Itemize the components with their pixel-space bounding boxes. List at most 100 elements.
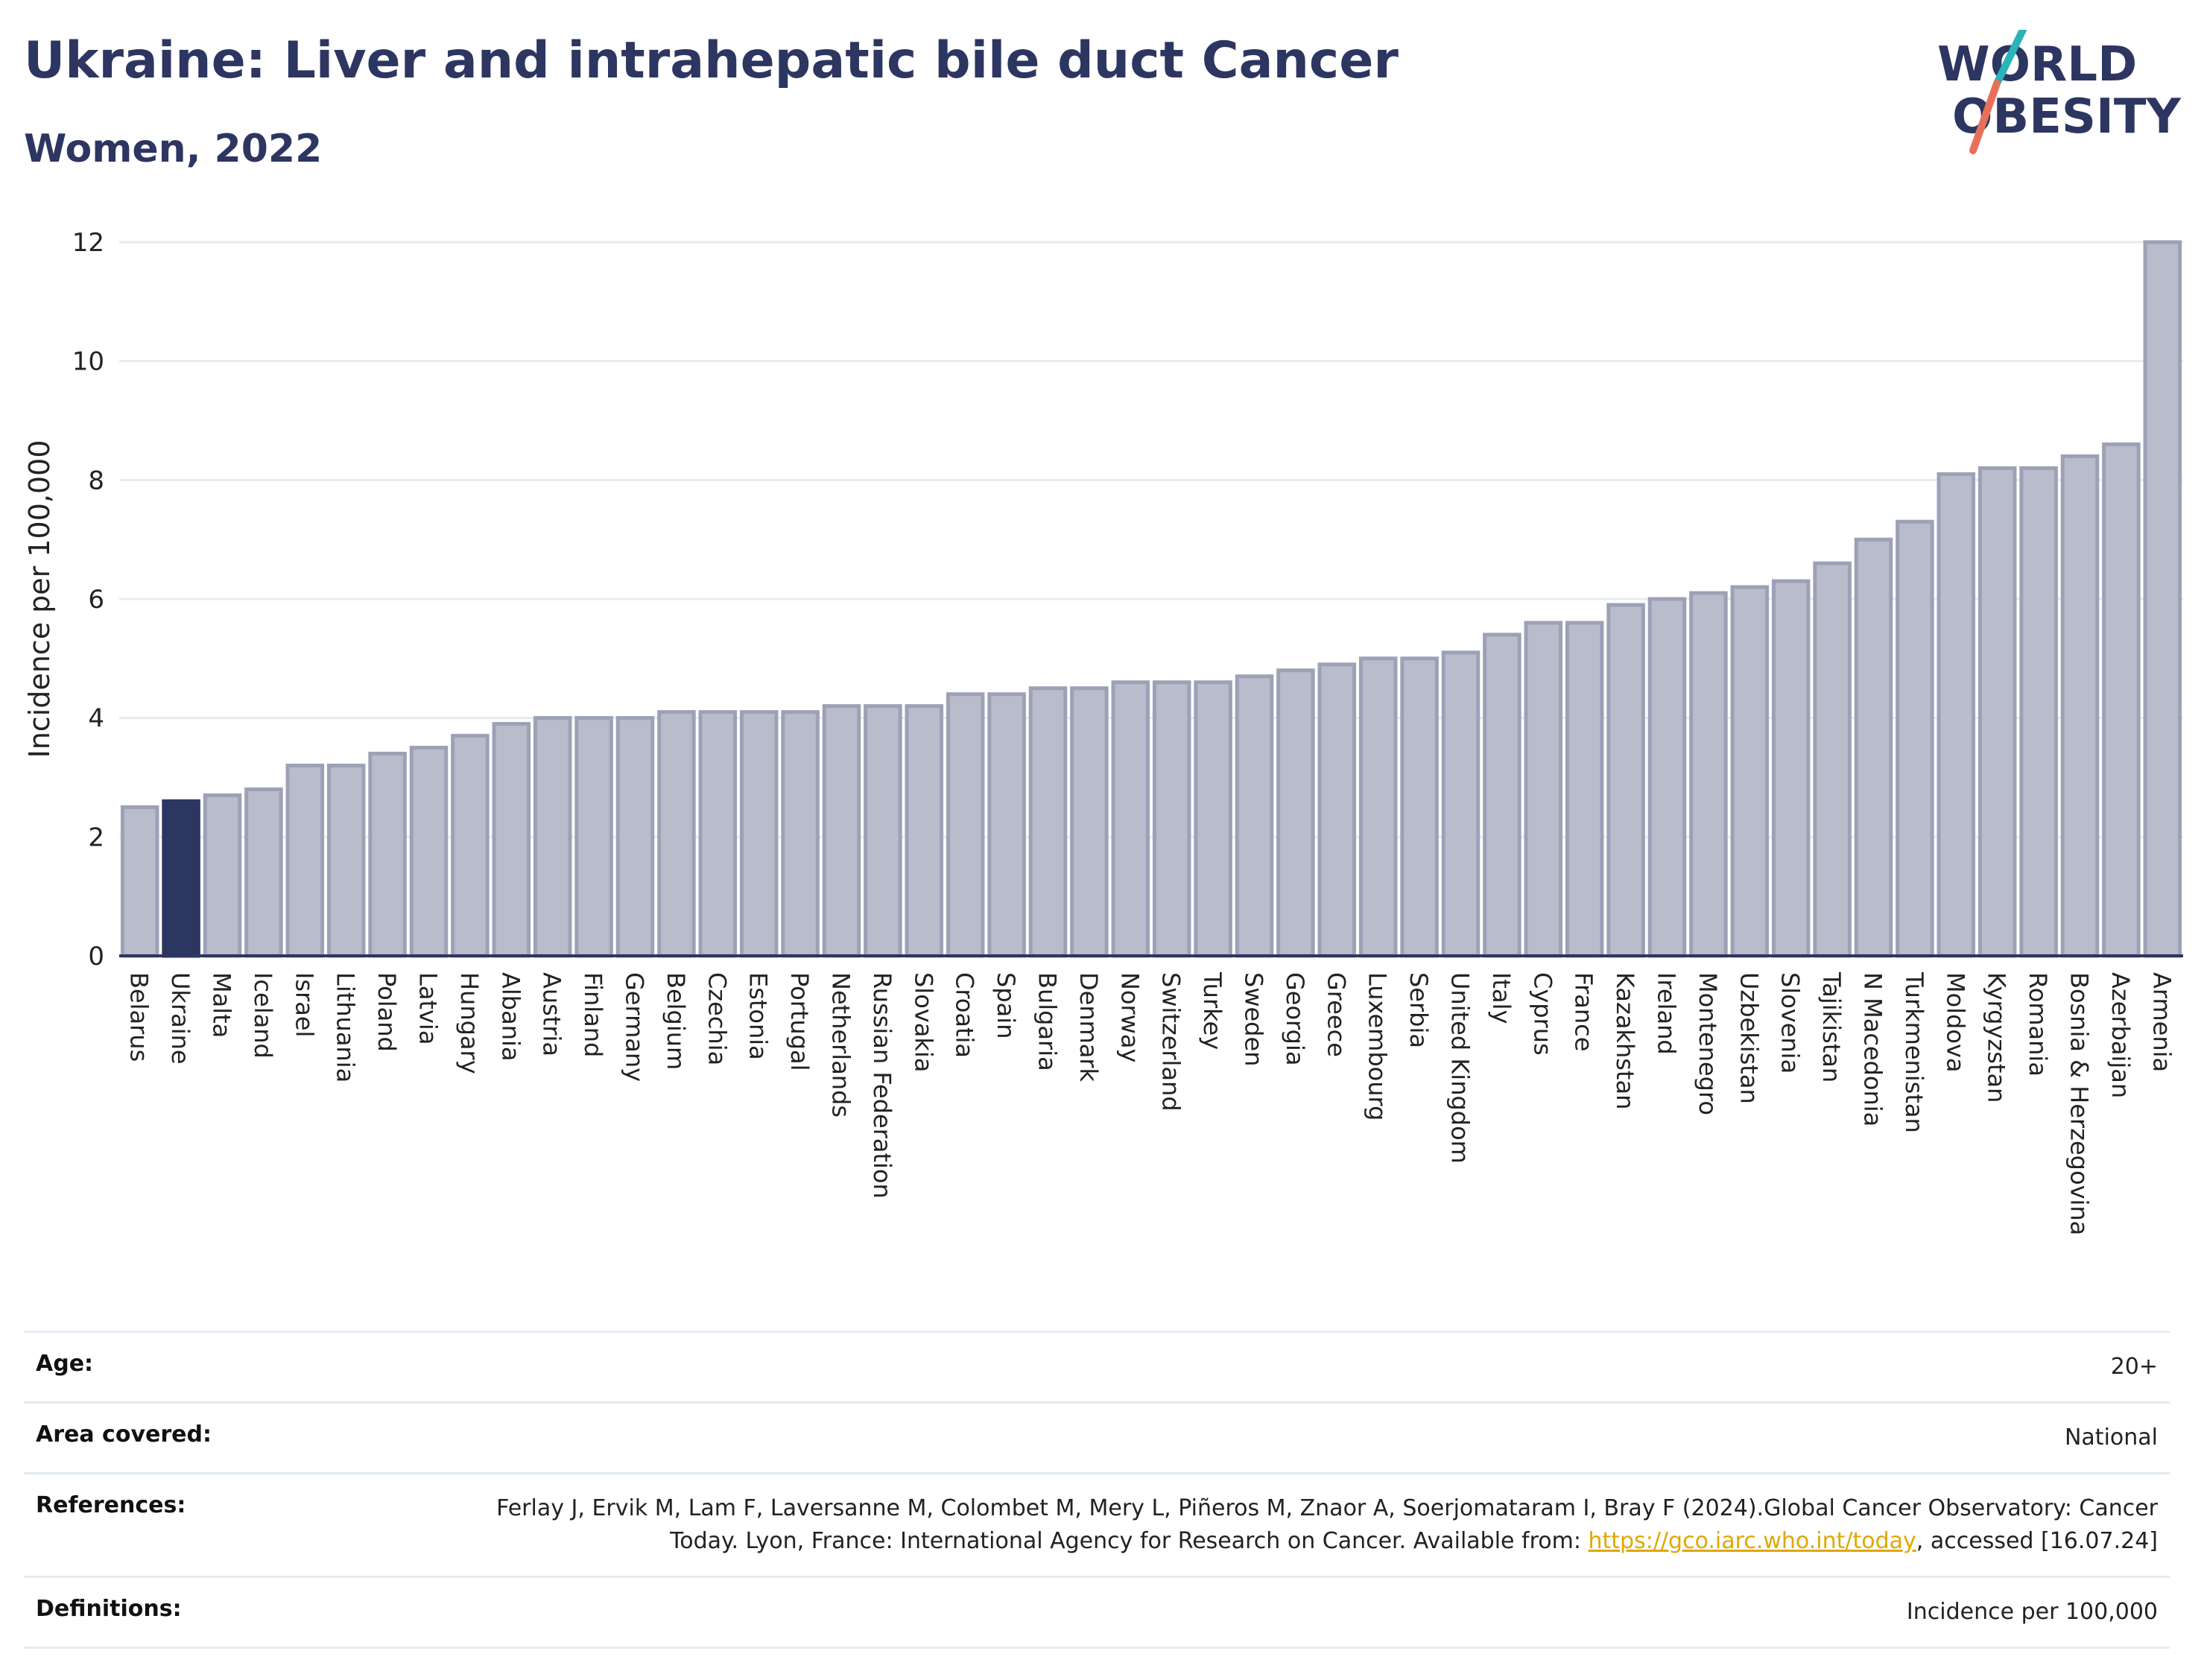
x-tick-label: Norway <box>1115 972 1144 1062</box>
meta-row-definitions: Definitions: Incidence per 100,000 <box>24 1576 2170 1649</box>
bar-turkmenistan <box>1896 519 1934 958</box>
x-tick-label: Cyprus <box>1528 972 1557 1056</box>
y-tick-label: 4 <box>88 704 104 734</box>
x-tick-label: Azerbaijan <box>2106 972 2135 1098</box>
y-axis-label: Incidence per 100,000 <box>23 440 56 758</box>
bar-sweden <box>1235 674 1274 958</box>
bar-tajikistan <box>1813 561 1852 958</box>
area-value: National <box>2064 1424 2158 1451</box>
bar-norway <box>1111 680 1150 958</box>
references-link[interactable]: https://gco.iarc.who.int/today <box>1588 1528 1916 1554</box>
definitions-label: Definitions: <box>36 1596 182 1622</box>
references-label: References: <box>36 1492 186 1518</box>
meta-row-area: Area covered: National <box>24 1401 2170 1472</box>
bar-israel <box>285 764 325 958</box>
bar-estonia <box>739 710 779 958</box>
meta-row-age: Age: 20+ <box>24 1331 2170 1401</box>
bar-russian-federation <box>864 704 902 958</box>
bar-slovakia <box>905 704 944 958</box>
bar-cyprus <box>1524 621 1563 958</box>
bar-france <box>1565 621 1604 958</box>
bar-albania <box>492 722 531 958</box>
bar-denmark <box>1070 686 1109 958</box>
x-tick-label: Poland <box>373 972 401 1052</box>
bar-slovenia <box>1771 579 1811 958</box>
x-tick-label: Slovenia <box>1776 972 1805 1074</box>
x-tick-label: Ukraine <box>166 972 194 1065</box>
x-tick-label: Romania <box>2024 972 2052 1077</box>
x-tick-label: Austria <box>538 972 566 1056</box>
bar-bulgaria <box>1028 686 1068 958</box>
bar-romania <box>2019 466 2058 958</box>
age-value: 20+ <box>2110 1354 2158 1380</box>
bar-ukraine <box>162 799 200 958</box>
y-tick-label: 2 <box>88 822 104 852</box>
bar-latvia <box>409 746 449 958</box>
y-tick-label: 6 <box>88 585 104 615</box>
bar-azerbaijan <box>2102 442 2141 958</box>
x-tick-label: Malta <box>208 972 236 1038</box>
x-tick-label: Turkmenistan <box>1900 971 1928 1133</box>
references-text: Ferlay J, Ervik M, Lam F, Laversanne M, … <box>496 1495 2158 1554</box>
metadata-table: Age: 20+ Area covered: National Referenc… <box>24 1331 2170 1649</box>
x-tick-label: Slovakia <box>909 972 937 1072</box>
age-label: Age: <box>36 1351 94 1377</box>
bar-iceland <box>244 787 283 958</box>
x-tick-label: Denmark <box>1074 972 1103 1083</box>
bar-spain <box>987 692 1026 958</box>
bar-bosnia-herzegovina <box>2060 454 2100 958</box>
x-tick-label: Bulgaria <box>1033 972 1062 1071</box>
bar-moldova <box>1937 472 1976 958</box>
bar-ireland <box>1647 597 1687 958</box>
x-tick-label: Ireland <box>1653 972 1681 1055</box>
bar-serbia <box>1400 656 1439 958</box>
x-tick-label: Israel <box>290 972 318 1037</box>
meta-row-references: References: Ferlay J, Ervik M, Lam F, La… <box>24 1472 2170 1576</box>
bar-portugal <box>781 710 820 958</box>
y-tick-label: 8 <box>88 466 104 495</box>
x-axis-ticks: Belarus Ukraine Malta Iceland Israel Lithuani… <box>125 971 2176 1235</box>
references-value: Ferlay J, Ervik M, Lam F, Laversanne M, … <box>444 1492 2158 1558</box>
x-tick-label: Uzbekistan <box>1735 972 1763 1104</box>
x-tick-label: Latvia <box>414 972 443 1045</box>
bar-kazakhstan <box>1606 603 1645 958</box>
bar-n-macedonia <box>1854 537 1893 958</box>
x-tick-label: Greece <box>1322 972 1350 1057</box>
y-tick-label: 12 <box>72 228 104 258</box>
bar-kyrgyzstan <box>1977 466 2017 958</box>
x-tick-label: Lithuania <box>332 972 360 1083</box>
x-tick-label: Georgia <box>1281 972 1309 1065</box>
x-tick-label: Montenegro <box>1694 972 1722 1115</box>
x-tick-label: Bosnia & Herzegovina <box>2065 972 2094 1235</box>
x-tick-label: Italy <box>1487 972 1516 1024</box>
y-axis-ticks: 0 2 4 6 8 10 12 <box>72 228 104 971</box>
bar-finland <box>574 716 613 958</box>
bar-belarus <box>120 805 159 958</box>
bar-switzerland <box>1152 680 1191 958</box>
x-tick-label: Moldova <box>1941 972 1969 1073</box>
x-tick-label: Portugal <box>785 972 814 1071</box>
y-tick-label: 0 <box>88 942 104 971</box>
bar-hungary <box>451 734 490 958</box>
x-tick-label: Germany <box>621 972 649 1082</box>
bar-montenegro <box>1689 591 1728 958</box>
x-tick-label: Kyrgyzstan <box>1983 972 2011 1103</box>
x-tick-label: United Kingdom <box>1446 972 1475 1164</box>
x-tick-label: Tajikistan <box>1817 971 1846 1083</box>
bar-lithuania <box>326 764 366 958</box>
x-tick-label: N Macedonia <box>1859 972 1887 1126</box>
bar-malta <box>203 793 242 958</box>
bars <box>120 240 2182 958</box>
x-tick-label: Czechia <box>703 972 731 1065</box>
x-tick-label: Belarus <box>125 972 153 1062</box>
logo-slash-top <box>1993 30 2027 87</box>
bar-armenia <box>2143 240 2182 958</box>
bar-chart: 0 2 4 6 8 10 12 Belarus Ukraine Malta Iceland Isra… <box>23 228 2183 1235</box>
x-tick-label: Sweden <box>1240 972 1268 1066</box>
x-tick-label: Switzerland <box>1157 972 1185 1112</box>
bar-greece <box>1317 662 1357 958</box>
bar-poland <box>368 752 407 958</box>
x-tick-label: Finland <box>579 972 607 1057</box>
x-tick-label: Turkey <box>1198 971 1226 1050</box>
area-label: Area covered: <box>36 1421 212 1448</box>
